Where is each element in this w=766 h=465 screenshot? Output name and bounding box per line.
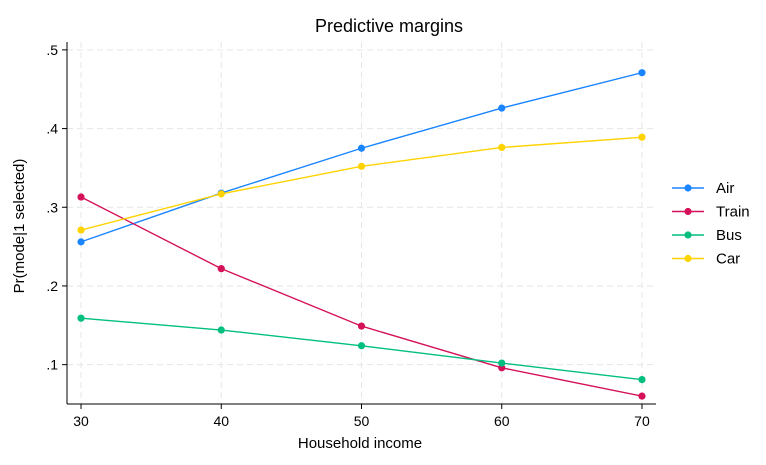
y-tick-label: .4	[46, 121, 58, 137]
legend-swatch-marker	[684, 231, 692, 239]
legend-swatch-marker	[684, 184, 692, 192]
legend-item-train: Train	[672, 204, 750, 221]
legend-item-bus: Bus	[672, 227, 742, 244]
x-tick-label: 60	[494, 413, 510, 429]
y-tick-label: .3	[46, 199, 58, 215]
legend-label: Air	[716, 180, 734, 197]
data-point-air	[357, 144, 366, 152]
gridlines	[67, 42, 656, 404]
data-point-train	[357, 322, 366, 330]
data-point-air	[638, 69, 646, 77]
series-train	[77, 193, 646, 400]
series-layer	[77, 69, 646, 400]
series-car	[77, 133, 646, 234]
data-point-car	[77, 226, 85, 234]
data-point-bus	[357, 342, 366, 350]
data-point-bus	[217, 326, 225, 334]
axes: .1 .2 .3 .4 .5 30 40 50 60 70	[46, 42, 656, 429]
data-point-car	[498, 143, 506, 152]
x-tick-label: 40	[213, 413, 229, 429]
y-axis-label: Pr(mode|1 selected)	[11, 159, 28, 294]
data-point-air	[498, 104, 506, 112]
legend-swatch-marker	[684, 207, 692, 216]
series-bus	[77, 314, 646, 384]
legend-item-car: Car	[672, 251, 740, 268]
data-point-train	[77, 193, 85, 201]
data-point-air	[77, 238, 85, 246]
chart-title: Predictive margins	[315, 16, 463, 36]
legend-label: Bus	[716, 227, 742, 244]
data-point-bus	[498, 359, 506, 367]
legend-swatch-marker	[684, 254, 692, 263]
data-point-bus	[638, 376, 646, 384]
data-point-car	[357, 162, 366, 170]
data-point-car	[638, 133, 646, 141]
x-tick-label: 50	[354, 413, 370, 429]
y-tick-label: .2	[46, 278, 58, 294]
legend-item-air: Air	[672, 180, 734, 197]
x-tick-label: 30	[73, 413, 89, 429]
data-point-train	[638, 392, 646, 400]
x-axis-label: Household income	[298, 435, 422, 452]
x-tick-label: 70	[634, 413, 650, 429]
y-tick-label: .1	[46, 357, 58, 373]
y-tick-label: .5	[46, 42, 58, 58]
data-point-car	[217, 190, 225, 198]
legend-label: Car	[716, 251, 740, 268]
data-point-bus	[77, 314, 85, 322]
data-point-train	[217, 265, 225, 273]
legend: Air Train Bus Car	[672, 180, 750, 268]
legend-label: Train	[716, 204, 750, 221]
